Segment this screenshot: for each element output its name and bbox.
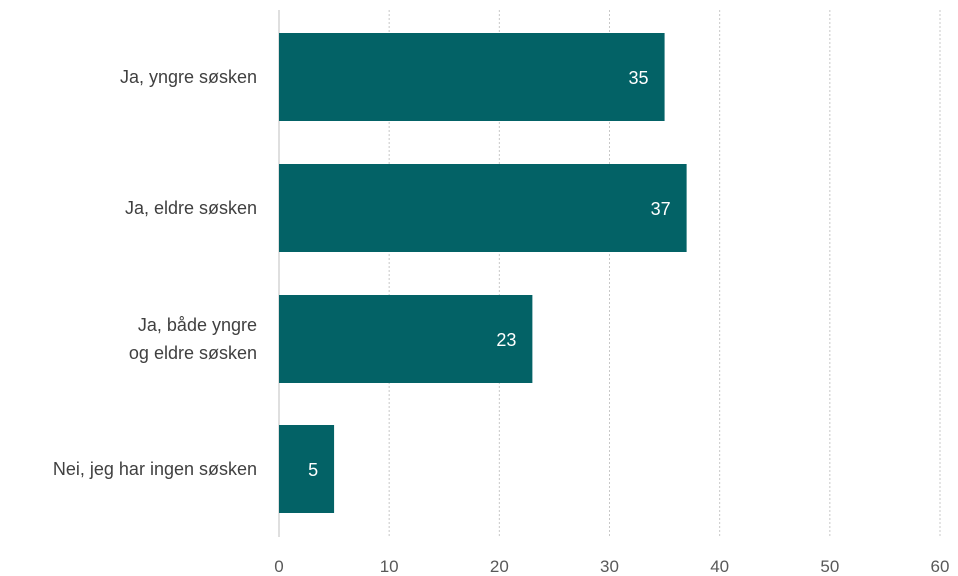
category-label-1: Ja, eldre søsken — [125, 198, 257, 218]
bar-1 — [279, 164, 687, 252]
data-label-3: 5 — [308, 460, 318, 480]
x-axis-ticks: 0 10 20 30 40 50 60 — [274, 557, 949, 576]
x-tick-label-20: 20 — [490, 557, 509, 576]
data-label-0: 35 — [629, 68, 649, 88]
bar-2 — [279, 295, 533, 383]
x-tick-label-40: 40 — [710, 557, 729, 576]
category-label-3: Nei, jeg har ingen søsken — [53, 459, 257, 479]
x-tick-label-0: 0 — [274, 557, 283, 576]
x-tick-label-30: 30 — [600, 557, 619, 576]
x-tick-label-50: 50 — [820, 557, 839, 576]
x-tick-label-10: 10 — [380, 557, 399, 576]
data-label-1: 37 — [651, 199, 671, 219]
category-label-2-line-1: og eldre søsken — [129, 343, 257, 363]
data-label-2: 23 — [496, 330, 516, 350]
label-layer: 35 Ja, yngre søsken 37 Ja, eldre søsken 23 Ja… — [53, 67, 671, 480]
category-label-0: Ja, yngre søsken — [120, 67, 257, 87]
x-tick-label-60: 60 — [931, 557, 950, 576]
bar-layer — [279, 33, 687, 513]
bar-3 — [279, 425, 335, 513]
category-label-2-line-0: Ja, både yngre — [138, 315, 257, 335]
bar-0 — [279, 33, 665, 121]
